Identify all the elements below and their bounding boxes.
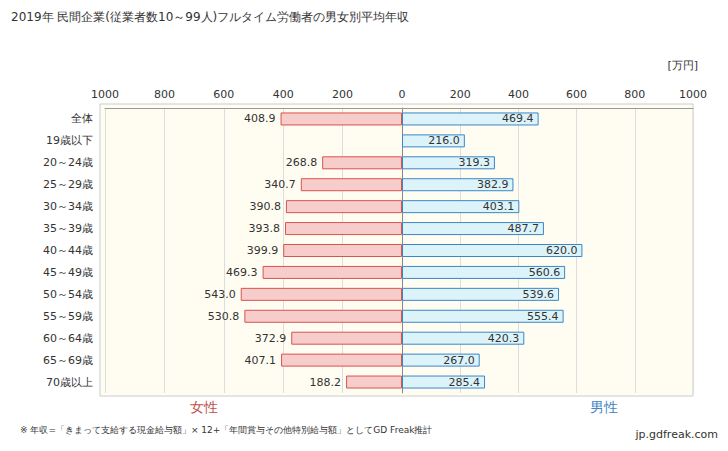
svg-text:※ 年収=「きまって支給する現金給与額」× 12+「年間賞与: ※ 年収=「きまって支給する現金給与額」× 12+「年間賞与その他特別給与額」と…: [20, 425, 432, 435]
svg-text:600: 600: [566, 88, 587, 101]
svg-text:539.6: 539.6: [523, 288, 555, 301]
svg-text:1000: 1000: [679, 88, 707, 101]
svg-text:393.8: 393.8: [249, 222, 281, 235]
svg-text:469.4: 469.4: [502, 112, 534, 125]
svg-text:200: 200: [450, 88, 471, 101]
svg-text:30～34歳: 30～34歳: [43, 200, 93, 213]
svg-text:0: 0: [399, 88, 406, 101]
svg-text:399.9: 399.9: [247, 244, 279, 257]
svg-text:560.6: 560.6: [529, 266, 561, 279]
svg-text:男性: 男性: [590, 399, 618, 415]
svg-text:267.0: 267.0: [443, 354, 475, 367]
svg-text:543.0: 543.0: [204, 288, 236, 301]
svg-text:390.8: 390.8: [249, 200, 281, 213]
svg-text:340.7: 340.7: [264, 178, 296, 191]
svg-text:600: 600: [213, 88, 234, 101]
svg-text:530.8: 530.8: [208, 310, 240, 323]
svg-text:19歳以下: 19歳以下: [46, 134, 93, 147]
svg-text:469.3: 469.3: [226, 266, 258, 279]
svg-text:65～69歳: 65～69歳: [43, 354, 93, 367]
svg-text:285.4: 285.4: [449, 376, 481, 389]
svg-text:女性: 女性: [190, 399, 218, 415]
svg-text:420.3: 420.3: [488, 332, 520, 345]
svg-text:408.9: 408.9: [244, 112, 276, 125]
svg-text:40～44歳: 40～44歳: [43, 244, 93, 257]
svg-text:188.2: 188.2: [310, 376, 342, 389]
svg-text:319.3: 319.3: [458, 156, 490, 169]
svg-text:全体: 全体: [71, 112, 93, 125]
svg-text:20～24歳: 20～24歳: [43, 156, 93, 169]
svg-text:407.1: 407.1: [245, 354, 277, 367]
svg-text:35～39歳: 35～39歳: [43, 222, 93, 235]
svg-text:620.0: 620.0: [546, 244, 578, 257]
svg-text:45～49歳: 45～49歳: [43, 266, 93, 279]
svg-text:1000: 1000: [91, 88, 119, 101]
svg-text:216.0: 216.0: [428, 134, 460, 147]
svg-text:400: 400: [508, 88, 529, 101]
svg-text:[万円]: [万円]: [667, 59, 698, 72]
svg-text:403.1: 403.1: [483, 200, 515, 213]
svg-text:jp.gdfreak.com: jp.gdfreak.com: [634, 428, 718, 441]
svg-text:382.9: 382.9: [477, 178, 509, 191]
svg-text:400: 400: [273, 88, 294, 101]
svg-text:268.8: 268.8: [286, 156, 318, 169]
svg-text:25～29歳: 25～29歳: [43, 178, 93, 191]
svg-text:487.7: 487.7: [507, 222, 539, 235]
svg-text:55～59歳: 55～59歳: [43, 310, 93, 323]
svg-text:2019年 民間企業(従業者数10～99人)フルタイム労働者: 2019年 民間企業(従業者数10～99人)フルタイム労働者の男女別平均年収: [11, 10, 409, 24]
svg-text:50～54歳: 50～54歳: [43, 288, 93, 301]
svg-text:800: 800: [154, 88, 175, 101]
svg-text:70歳以上: 70歳以上: [46, 376, 93, 389]
svg-text:800: 800: [624, 88, 645, 101]
svg-text:200: 200: [332, 88, 353, 101]
svg-text:555.4: 555.4: [527, 310, 559, 323]
svg-text:60～64歳: 60～64歳: [43, 332, 93, 345]
svg-text:372.9: 372.9: [255, 332, 287, 345]
